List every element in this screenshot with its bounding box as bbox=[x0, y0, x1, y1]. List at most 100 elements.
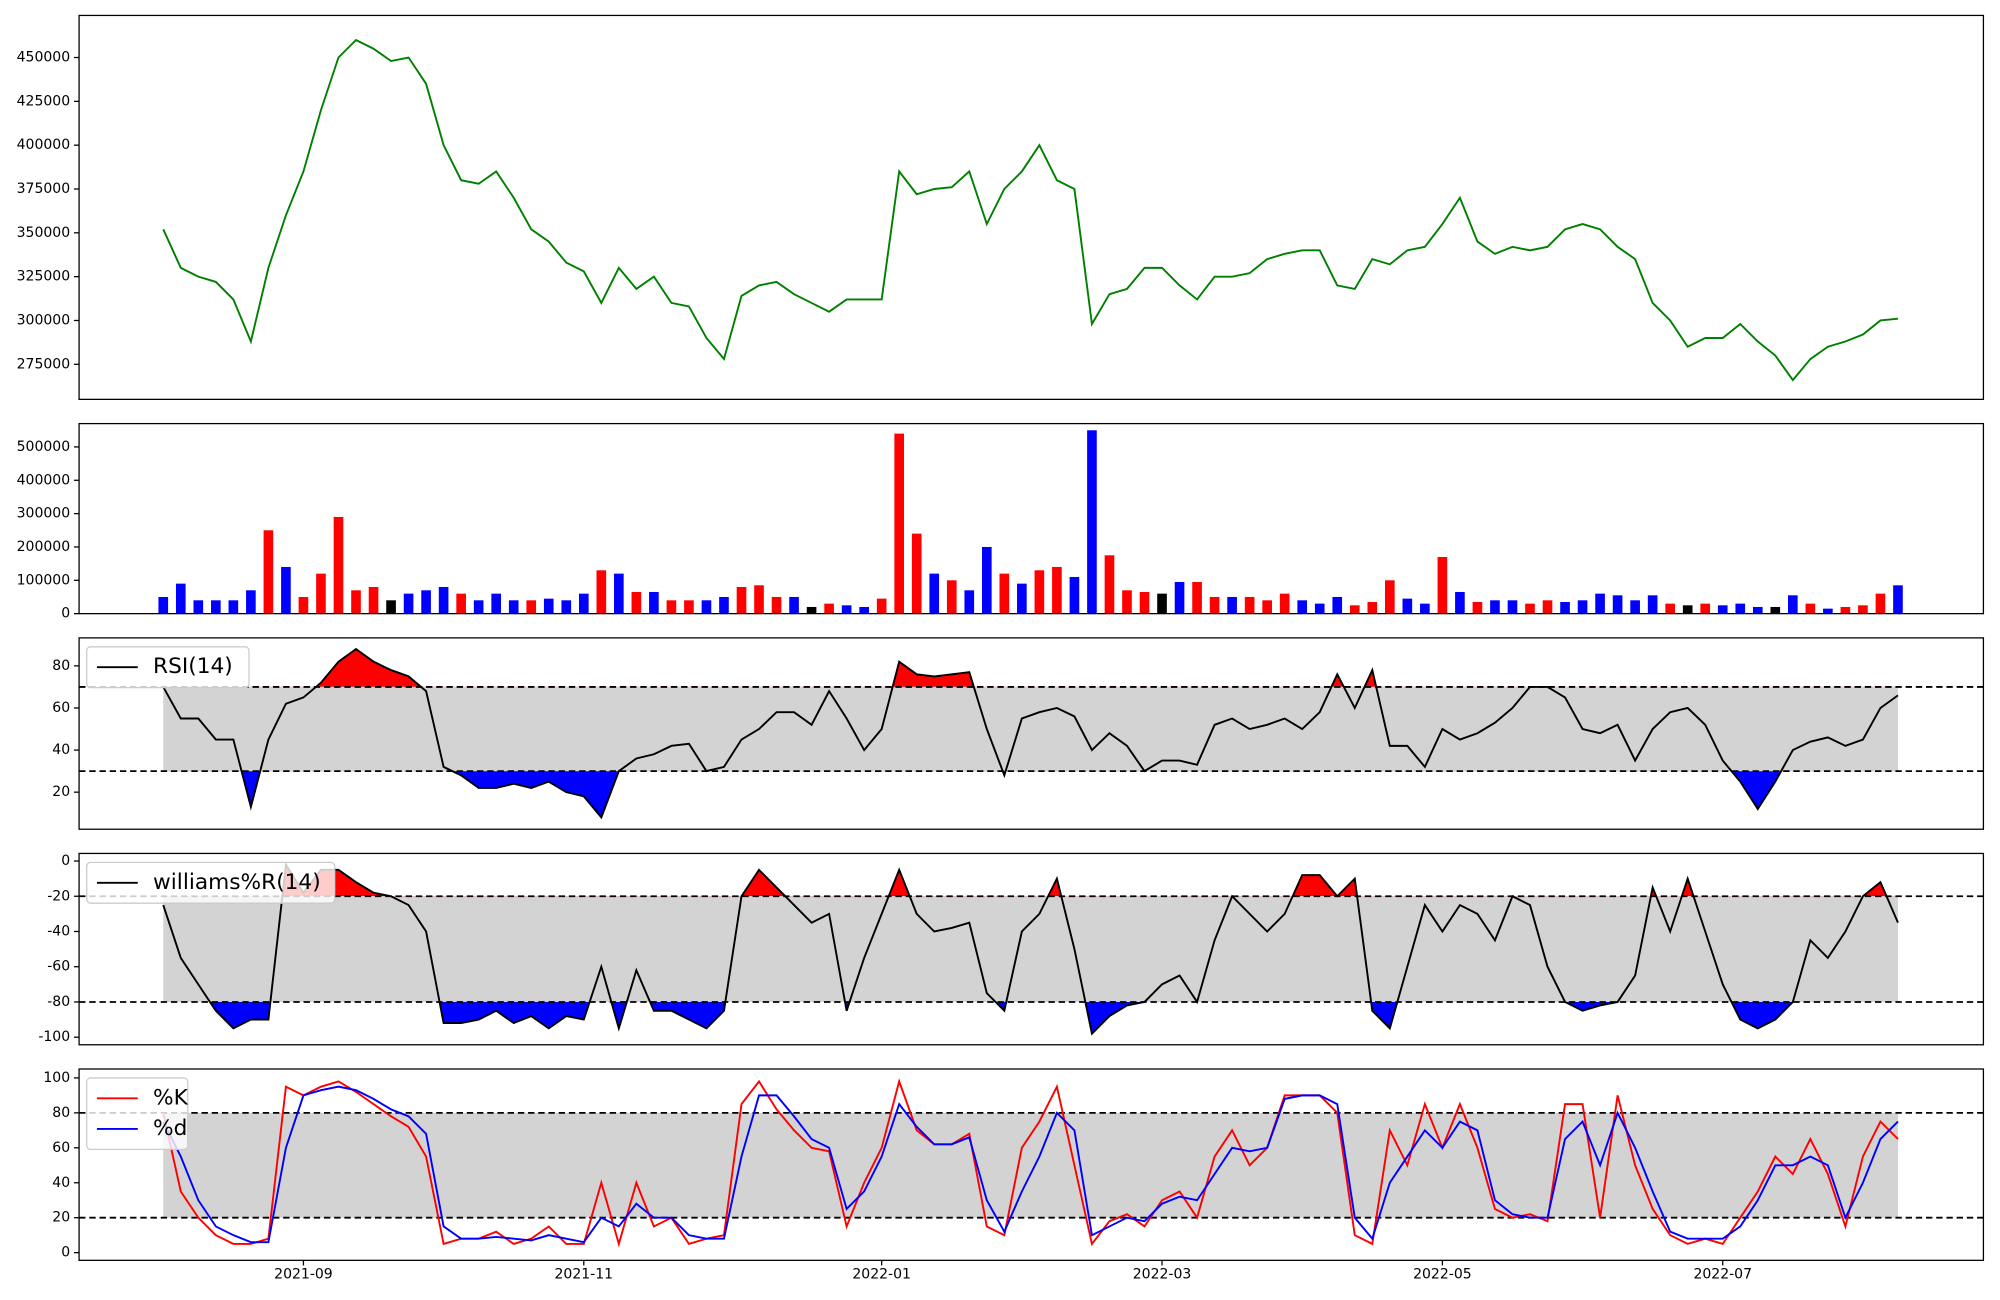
volume-bar bbox=[351, 590, 361, 614]
volume-bar bbox=[1297, 600, 1308, 614]
volume-bar bbox=[789, 596, 799, 614]
volume-bar bbox=[841, 605, 852, 614]
volume-bar bbox=[246, 590, 256, 614]
y-tick-label: 80 bbox=[52, 658, 70, 674]
volume-bar bbox=[1437, 556, 1448, 614]
volume-bar bbox=[754, 585, 764, 614]
axes-frame bbox=[78, 14, 1985, 400]
volume-bar bbox=[456, 593, 466, 614]
y-tick-label: 375000 bbox=[17, 181, 71, 197]
y-tick-label: 60 bbox=[52, 700, 70, 716]
volume-bar bbox=[1209, 596, 1220, 614]
volume-bar bbox=[596, 570, 607, 614]
volume-bar bbox=[1420, 603, 1430, 614]
volume-bar bbox=[1139, 591, 1150, 614]
volume-bar bbox=[876, 598, 887, 614]
volume-bar bbox=[421, 590, 431, 614]
y-tick-label: -20 bbox=[47, 888, 70, 904]
volume-bar bbox=[561, 600, 572, 614]
volume-bar bbox=[719, 596, 729, 614]
volume-bar bbox=[158, 596, 169, 614]
y-tick-label: 500000 bbox=[17, 439, 71, 455]
series-line bbox=[162, 1085, 1899, 1244]
volume-bar bbox=[631, 591, 642, 614]
volume-bar bbox=[649, 591, 659, 614]
volume-bar bbox=[1052, 566, 1062, 614]
threshold-band bbox=[163, 896, 1898, 1002]
volume-bar bbox=[1455, 591, 1465, 614]
volume-bar bbox=[1402, 598, 1413, 614]
volume-bar bbox=[1560, 601, 1570, 614]
volume-bar bbox=[894, 433, 905, 614]
x-tick-label: 2022-05 bbox=[1413, 1266, 1472, 1282]
volume-bar bbox=[228, 600, 239, 614]
axes-frame bbox=[78, 637, 1985, 830]
overbought-fill bbox=[163, 864, 1898, 897]
threshold-band bbox=[163, 1112, 1898, 1218]
series-line bbox=[162, 647, 1899, 820]
y-tick-label: 100000 bbox=[17, 572, 71, 588]
y-tick-label: 60 bbox=[52, 1140, 70, 1156]
volume-bar bbox=[543, 598, 554, 614]
x-tick-label: 2021-09 bbox=[274, 1266, 333, 1282]
y-tick-label: 0 bbox=[61, 606, 70, 622]
volume-bar bbox=[438, 586, 449, 614]
volume-bar bbox=[1349, 605, 1360, 614]
volume-bar bbox=[1087, 430, 1097, 614]
legend-box bbox=[86, 861, 336, 904]
volume-bar bbox=[1227, 596, 1237, 614]
volume-bar bbox=[578, 593, 589, 614]
volume-bar bbox=[298, 596, 309, 614]
volume-bar bbox=[701, 600, 712, 614]
y-tick-label: 400000 bbox=[17, 472, 71, 488]
volume-bar bbox=[1735, 603, 1746, 614]
oversold-fill bbox=[163, 771, 1898, 818]
volume-bar bbox=[1595, 593, 1605, 614]
y-tick-label: 80 bbox=[52, 1105, 70, 1121]
legend-label: %K bbox=[153, 1085, 189, 1110]
y-tick-label: 0 bbox=[61, 1245, 70, 1261]
volume-bar bbox=[964, 590, 975, 614]
oversold-fill bbox=[163, 1001, 1898, 1034]
y-tick-label: 300000 bbox=[17, 506, 71, 522]
volume-bar bbox=[263, 530, 274, 614]
volume-bar bbox=[193, 600, 204, 614]
volume-bar bbox=[333, 516, 344, 614]
legend-label: %d bbox=[153, 1116, 187, 1141]
legend-label: williams%R(14) bbox=[153, 870, 321, 895]
y-tick-label: 0 bbox=[61, 853, 70, 869]
volume-bar bbox=[1893, 585, 1903, 614]
volume-bar bbox=[1384, 580, 1395, 614]
volume-bar bbox=[824, 603, 834, 614]
axes-frame bbox=[78, 852, 1985, 1046]
volume-bar bbox=[1157, 593, 1167, 614]
volume-bar bbox=[1823, 608, 1833, 614]
volume-bar bbox=[1682, 605, 1693, 614]
volume-bar bbox=[1665, 603, 1675, 614]
volume-bar bbox=[1717, 605, 1728, 614]
volume-bar bbox=[1279, 593, 1290, 614]
volume-bar bbox=[999, 573, 1010, 614]
volume-bar bbox=[386, 600, 396, 614]
axes-frame bbox=[78, 1068, 1985, 1261]
volume-bar bbox=[1332, 596, 1343, 614]
volume-bar bbox=[473, 600, 484, 614]
volume-bar bbox=[736, 586, 747, 614]
series-line bbox=[162, 861, 1899, 1036]
volume-bar bbox=[368, 586, 379, 614]
volume-bar bbox=[946, 580, 957, 614]
volume-bar bbox=[1525, 603, 1535, 614]
volume-bar bbox=[508, 600, 519, 614]
volume-bar bbox=[491, 593, 502, 614]
volume-bar bbox=[1244, 596, 1255, 614]
y-tick-label: -40 bbox=[47, 923, 70, 939]
volume-bar bbox=[403, 593, 414, 614]
volume-bar bbox=[1262, 600, 1272, 614]
volume-bar bbox=[929, 573, 940, 614]
volume-bar bbox=[316, 573, 326, 614]
volume-bar bbox=[1788, 595, 1798, 614]
volume-bar bbox=[1017, 583, 1027, 614]
y-tick-label: 20 bbox=[52, 1210, 70, 1226]
series-line bbox=[162, 38, 1899, 382]
